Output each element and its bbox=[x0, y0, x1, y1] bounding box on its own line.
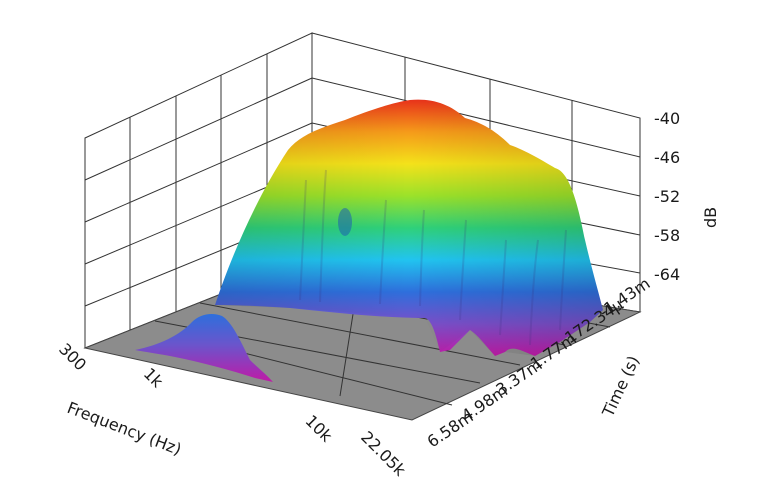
time-tick-label: 6.58m bbox=[424, 407, 477, 451]
frequency-tick-label: 10k bbox=[302, 411, 337, 446]
time-axis-title: Time (s) bbox=[598, 353, 643, 421]
level-tick-label: -46 bbox=[654, 148, 680, 167]
level-tick-label: -40 bbox=[654, 109, 680, 128]
level-tick-label: -52 bbox=[654, 187, 680, 206]
frequency-axis-title: Frequency (Hz) bbox=[65, 398, 184, 459]
level-axis-title: dB bbox=[701, 207, 720, 228]
level-tick-label: -64 bbox=[654, 265, 680, 284]
surface-main-plateau bbox=[215, 99, 603, 356]
level-tick-label: -58 bbox=[654, 226, 680, 245]
frequency-tick-label: 1k bbox=[140, 364, 168, 392]
frequency-tick-label: 22.05k bbox=[357, 427, 410, 480]
level-axis-ticks: -40 -46 -52 -58 -64 bbox=[654, 109, 680, 284]
surface-low-hump bbox=[135, 314, 273, 382]
